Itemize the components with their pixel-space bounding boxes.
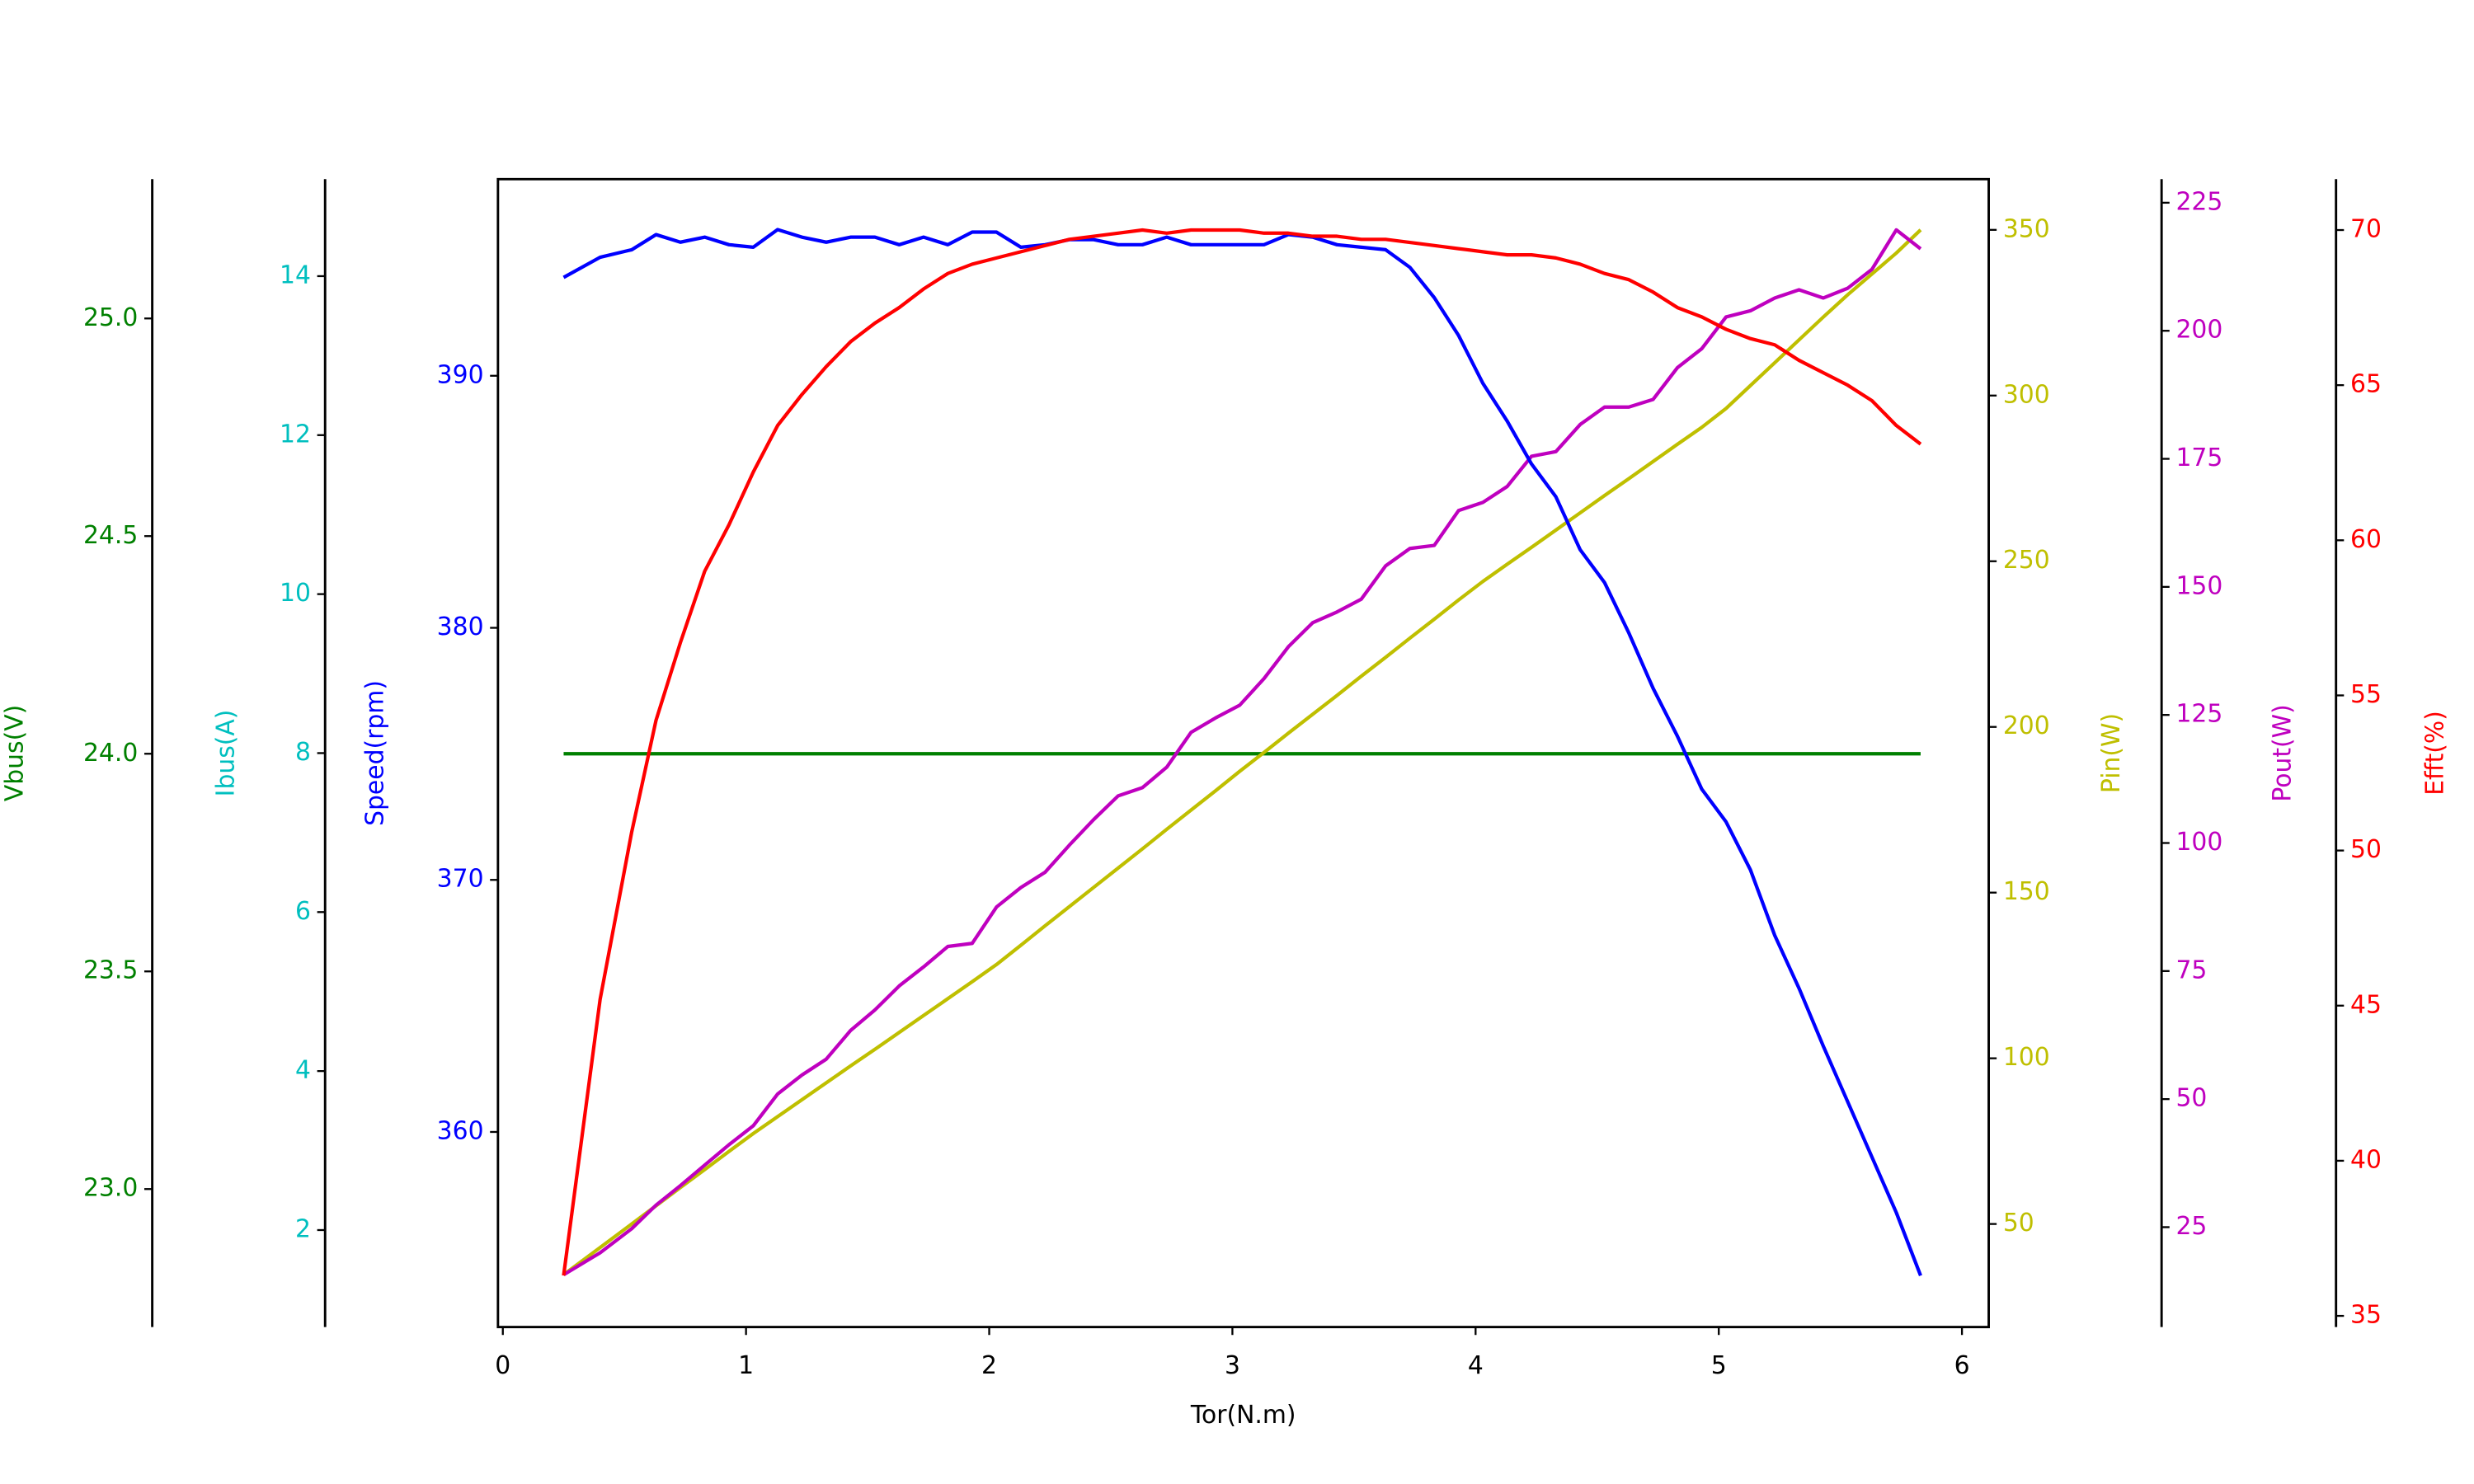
- x-tick-label: 5: [1711, 1351, 1727, 1380]
- y-tick-label: 25.0: [83, 303, 138, 332]
- y-tick-label: 6: [295, 897, 311, 926]
- data-line: [562, 228, 1922, 1276]
- y-tick-label: 350: [2003, 214, 2050, 243]
- y-tick-label: 8: [295, 738, 311, 767]
- data-line: [562, 228, 1922, 1276]
- y-tick-label: 150: [2175, 571, 2222, 600]
- y-tick-label: 24.0: [83, 739, 138, 768]
- y-tick-label: 100: [2175, 828, 2222, 857]
- y-tick-label: 360: [437, 1116, 484, 1145]
- data-line: [562, 228, 1922, 1277]
- y-tick-label: 50: [2003, 1209, 2034, 1237]
- y-tick-label: 65: [2350, 370, 2382, 399]
- x-tick-label: 3: [1225, 1351, 1240, 1380]
- y-tick-label: 55: [2350, 680, 2382, 709]
- y-tick-label: 225: [2175, 187, 2222, 216]
- y-tick-label: 390: [437, 360, 484, 389]
- y-tick-label: 380: [437, 613, 484, 641]
- x-tick-label: 2: [981, 1351, 997, 1380]
- y-tick-label: 24.5: [83, 521, 138, 550]
- y-tick-label: 12: [280, 420, 311, 448]
- x-tick-label: 4: [1468, 1351, 1484, 1380]
- y-tick-label: 300: [2003, 380, 2050, 409]
- y-tick-label: 175: [2175, 444, 2222, 472]
- y-tick-label: 2: [295, 1214, 311, 1243]
- x-tick-label: 0: [495, 1351, 510, 1380]
- data-line: [562, 228, 1922, 1277]
- y-tick-label: 75: [2175, 956, 2207, 984]
- y-tick-label: 23.5: [83, 956, 138, 985]
- y-tick-label: 45: [2350, 990, 2382, 1019]
- y-tick-label: 100: [2003, 1043, 2050, 1072]
- y-tick-label: 50: [2175, 1084, 2207, 1113]
- y-tick-label: 25: [2175, 1212, 2207, 1241]
- x-axis-label: Tor(N.m): [1190, 1401, 1296, 1430]
- y-tick-label: 70: [2350, 215, 2382, 244]
- y-tick-label: 10: [280, 579, 311, 608]
- y-tick-label: 150: [2003, 877, 2050, 906]
- x-tick-label: 6: [1954, 1351, 1970, 1380]
- y-tick-label: 200: [2175, 316, 2222, 345]
- x-tick-label: 1: [738, 1351, 754, 1380]
- y-tick-label: 60: [2350, 525, 2382, 554]
- y-tick-label: 125: [2175, 700, 2222, 729]
- y-axis-label: Efft(%): [2420, 711, 2449, 796]
- y-tick-label: 23.0: [83, 1174, 138, 1203]
- y-axis-label: Speed(rpm): [360, 680, 389, 826]
- y-axis-label: Pout(W): [2269, 704, 2298, 801]
- y-tick-label: 40: [2350, 1145, 2382, 1174]
- plot-frame: [496, 177, 1990, 1329]
- y-axis-label: Vbus(V): [1, 705, 30, 801]
- y-tick-label: 4: [295, 1056, 311, 1085]
- y-tick-label: 370: [437, 865, 484, 894]
- y-tick-label: 35: [2350, 1301, 2382, 1330]
- y-tick-label: 50: [2350, 835, 2382, 864]
- y-tick-label: 14: [280, 261, 311, 289]
- y-axis-label: Pin(W): [2097, 713, 2126, 793]
- y-axis-label: Ibus(A): [212, 710, 241, 797]
- y-tick-label: 200: [2003, 711, 2050, 740]
- y-tick-label: 250: [2003, 546, 2050, 575]
